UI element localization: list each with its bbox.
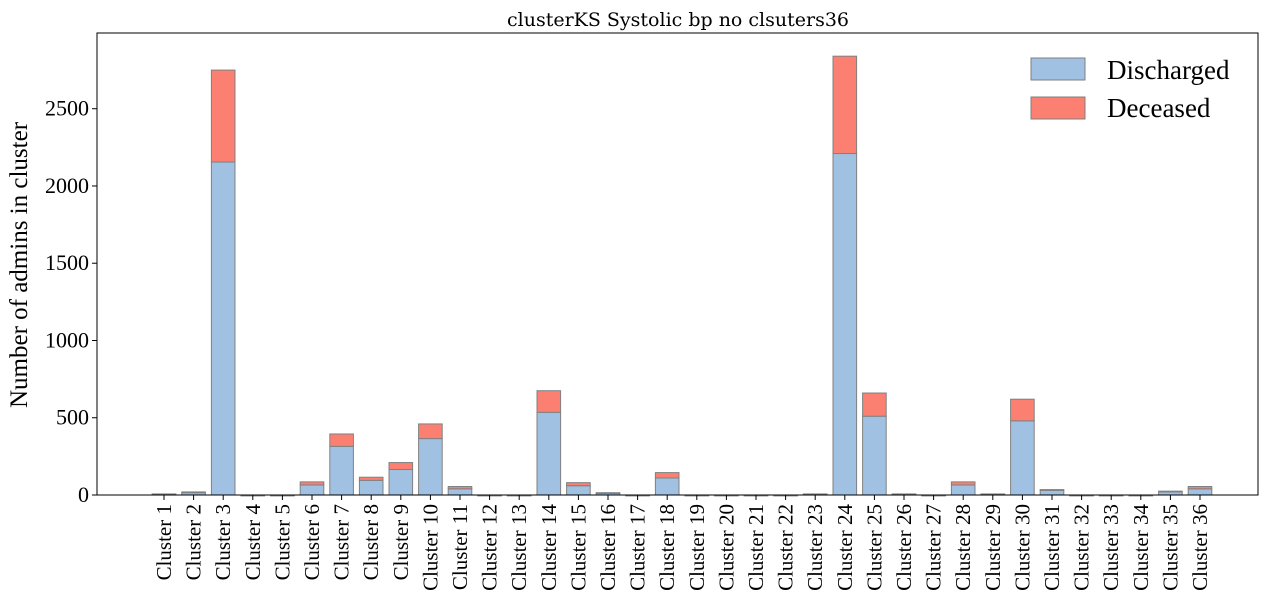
bar-discharged-28 [950, 484, 976, 496]
y-tick-label: 500 [56, 405, 89, 430]
bar-deceased-35 [1158, 490, 1183, 493]
bar-deceased-30 [1010, 398, 1035, 422]
bar-discharged-18 [654, 477, 680, 496]
x-tick-label: Cluster 3 [211, 504, 235, 580]
x-tick-label: Cluster 28 [951, 504, 975, 591]
bar-deceased-8 [358, 476, 384, 481]
x-tick-label: Cluster 23 [803, 504, 827, 591]
bar-deceased-14 [536, 390, 562, 413]
x-tick-label: Cluster 31 [1040, 504, 1064, 591]
x-tick-label: Cluster 8 [359, 504, 383, 580]
bar-deceased-15 [566, 482, 591, 487]
x-tick-label: Cluster 35 [1158, 504, 1182, 591]
legend-swatch-deceased [1030, 96, 1086, 120]
x-tick-label: Cluster 36 [1188, 504, 1212, 591]
bar-discharged-11 [447, 488, 473, 496]
y-tick-label: 0 [78, 482, 89, 507]
bar-deceased-3 [210, 69, 236, 163]
x-tick-label: Cluster 27 [922, 504, 946, 591]
x-tick-label: Cluster 2 [182, 504, 206, 580]
y-axis-ticks: 0 500 1000 1500 2000 2500 [45, 96, 97, 507]
x-tick-label: Cluster 12 [478, 504, 502, 591]
x-tick-label: Cluster 5 [270, 504, 294, 580]
x-tick-label: Cluster 29 [981, 504, 1005, 591]
bar-discharged-31 [1039, 489, 1065, 496]
bar-deceased-18 [654, 472, 680, 479]
legend: Discharged Deceased [1030, 55, 1230, 123]
bar-deceased-9 [388, 462, 414, 470]
plot-frame [96, 32, 1259, 496]
x-tick-label: Cluster 18 [655, 504, 679, 591]
x-tick-label: Cluster 6 [300, 504, 324, 580]
chart-title: clusterKS Systolic bp no clsuters36 [507, 9, 849, 31]
bar-deceased-2 [181, 491, 206, 494]
bar-discharged-25 [862, 415, 887, 496]
x-tick-label: Cluster 19 [685, 504, 709, 591]
x-tick-label: Cluster 9 [389, 504, 413, 580]
x-tick-label: Cluster 33 [1099, 504, 1123, 591]
bar-deceased-6 [299, 481, 325, 486]
bar-discharged-30 [1010, 420, 1035, 496]
bar-deceased-10 [418, 423, 443, 440]
bar-discharged-8 [358, 479, 384, 496]
y-tick-label: 1000 [45, 327, 89, 352]
x-tick-label: Cluster 24 [833, 504, 857, 591]
bar-discharged-24 [832, 153, 858, 496]
x-tick-label: Cluster 1 [152, 504, 176, 580]
x-tick-label: Cluster 11 [448, 504, 472, 590]
x-tick-label: Cluster 21 [744, 504, 768, 591]
bar-discharged-14 [536, 411, 562, 496]
bar-deceased-16 [595, 492, 621, 494]
bar-discharged-15 [566, 485, 591, 496]
bar-discharged-10 [418, 438, 443, 496]
x-tick-label: Cluster 32 [1070, 504, 1094, 591]
bar-discharged-7 [329, 445, 354, 496]
y-tick-label: 1500 [45, 250, 89, 275]
x-tick-label: Cluster 7 [330, 504, 354, 580]
x-tick-label: Cluster 34 [1129, 504, 1153, 591]
bar-deceased-31 [1039, 489, 1065, 491]
x-tick-label: Cluster 17 [626, 504, 650, 591]
bar-deceased-11 [447, 486, 473, 490]
x-tick-label: Cluster 4 [241, 504, 265, 581]
x-tick-label: Cluster 22 [774, 504, 798, 591]
y-axis-label: Number of admins in cluster [6, 121, 33, 408]
y-tick-label: 2500 [45, 96, 89, 121]
bar-discharged-36 [1187, 488, 1213, 496]
x-tick-label: Cluster 13 [507, 504, 531, 591]
bar-deceased-24 [832, 55, 858, 155]
x-tick-label: Cluster 30 [1010, 504, 1034, 591]
bar-deceased-28 [950, 481, 976, 486]
bar-discharged-9 [388, 469, 414, 496]
x-tick-label: Cluster 14 [537, 504, 561, 591]
x-tick-label: Cluster 15 [566, 504, 590, 591]
bar-deceased-36 [1187, 486, 1213, 490]
x-tick-label: Cluster 25 [862, 504, 886, 591]
bar-discharged-6 [299, 484, 325, 496]
y-tick-label: 2000 [45, 173, 89, 198]
bar-deceased-25 [862, 392, 887, 417]
bar-discharged-3 [210, 161, 236, 496]
legend-label-discharged: Discharged [1107, 55, 1230, 85]
x-tick-label: Cluster 10 [418, 504, 442, 591]
x-axis-ticks: Cluster 1 Cluster 2 Cluster 3 Cluster 4 Clus… [152, 495, 1212, 591]
bars-layer [151, 55, 1213, 497]
legend-label-deceased: Deceased [1107, 93, 1211, 123]
x-tick-label: Cluster 16 [596, 504, 620, 591]
x-tick-label: Cluster 26 [892, 504, 916, 591]
x-tick-label: Cluster 20 [714, 504, 738, 591]
legend-swatch-discharged [1030, 57, 1086, 81]
bar-deceased-7 [329, 433, 354, 447]
